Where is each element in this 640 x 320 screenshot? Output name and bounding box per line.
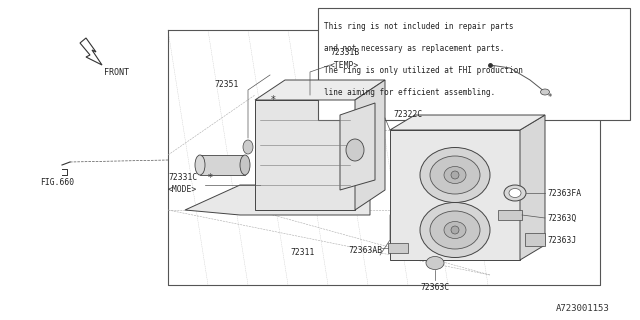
Ellipse shape [430, 156, 480, 194]
Ellipse shape [346, 139, 364, 161]
Polygon shape [390, 115, 545, 130]
Text: *: * [271, 95, 275, 105]
Text: FRONT: FRONT [104, 68, 129, 77]
Text: *: * [548, 92, 552, 101]
Ellipse shape [541, 89, 550, 95]
Ellipse shape [243, 140, 253, 154]
Polygon shape [520, 115, 545, 260]
Text: 72363C: 72363C [420, 283, 449, 292]
Text: 72363J: 72363J [547, 236, 576, 244]
Text: 72331B: 72331B [330, 48, 359, 57]
Text: 72351: 72351 [214, 80, 238, 89]
Ellipse shape [426, 257, 444, 269]
Text: FIG.660: FIG.660 [40, 178, 74, 187]
Polygon shape [255, 80, 385, 100]
Ellipse shape [420, 203, 490, 258]
Bar [525, 233, 545, 246]
Bar [390, 130, 520, 260]
Polygon shape [355, 80, 385, 210]
Ellipse shape [420, 148, 490, 203]
Bar [318, 8, 630, 120]
Ellipse shape [240, 155, 250, 175]
Text: *: * [207, 173, 212, 183]
Ellipse shape [504, 185, 526, 201]
Polygon shape [340, 103, 375, 190]
Text: <TEMP>: <TEMP> [330, 61, 359, 70]
Circle shape [451, 171, 459, 179]
Ellipse shape [444, 221, 466, 238]
Ellipse shape [430, 211, 480, 249]
Text: <MODE>: <MODE> [168, 185, 197, 194]
Polygon shape [80, 38, 102, 65]
Ellipse shape [195, 155, 205, 175]
Circle shape [451, 226, 459, 234]
Polygon shape [185, 185, 370, 215]
Text: 72363AB: 72363AB [348, 245, 382, 254]
Ellipse shape [444, 166, 466, 183]
Text: 72331C: 72331C [168, 173, 197, 182]
Ellipse shape [509, 188, 521, 197]
Text: line aiming for efficient assembling.: line aiming for efficient assembling. [324, 87, 495, 97]
Bar [255, 100, 355, 210]
Text: and not necessary as replacement parts.: and not necessary as replacement parts. [324, 44, 504, 52]
Bar [388, 243, 408, 253]
Bar [200, 155, 245, 175]
Text: The ring is only utilized at FHI production: The ring is only utilized at FHI product… [324, 66, 523, 75]
Text: 72311: 72311 [290, 248, 314, 257]
Text: This ring is not included in repair parts: This ring is not included in repair part… [324, 21, 514, 30]
Bar [498, 210, 522, 220]
Text: 72363Q: 72363Q [547, 213, 576, 222]
Text: A723001153: A723001153 [556, 304, 610, 313]
Text: 72363FA: 72363FA [547, 188, 581, 197]
Text: 72322C: 72322C [393, 110, 422, 119]
